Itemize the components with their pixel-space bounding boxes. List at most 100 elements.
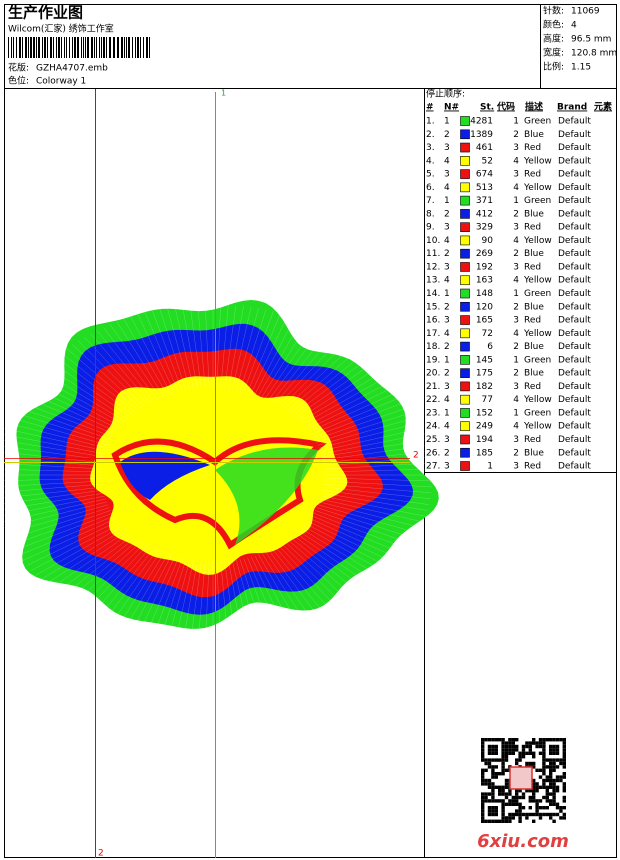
row-number: 19. xyxy=(426,355,440,365)
bar-stripe xyxy=(99,37,100,58)
stitch-hatch xyxy=(254,555,296,634)
qr-module xyxy=(498,758,502,762)
qr-module xyxy=(515,758,519,762)
stitch-hatch xyxy=(145,312,179,393)
qr-module xyxy=(535,789,539,793)
qr-module xyxy=(549,802,553,806)
design-label: 花版: xyxy=(8,62,29,74)
qr-module xyxy=(494,758,498,762)
bar-stripe xyxy=(8,37,9,58)
qr-module xyxy=(515,802,519,806)
brand: Default xyxy=(558,342,591,352)
qr-module xyxy=(518,806,522,810)
qr-module xyxy=(521,792,526,796)
qr-module xyxy=(481,782,485,786)
brand: Default xyxy=(558,170,591,180)
brand: Default xyxy=(558,448,591,458)
qr-module xyxy=(528,806,532,810)
bar-stripe xyxy=(58,37,60,58)
stitch-hatch xyxy=(265,551,317,626)
qr-module xyxy=(525,751,529,755)
stitch-hatch xyxy=(26,384,119,430)
qr-module xyxy=(545,812,549,817)
bar-stripe xyxy=(87,37,89,58)
stitch-hatch xyxy=(258,554,303,631)
row-number: 23. xyxy=(426,408,440,418)
stitch-hatch xyxy=(182,305,198,389)
column-header: 元素 xyxy=(594,101,612,113)
stitch-hatch xyxy=(189,305,202,389)
stitch-hatch xyxy=(55,535,133,594)
qr-module xyxy=(491,751,495,755)
qr-module xyxy=(511,816,515,820)
row-number: 5. xyxy=(426,170,435,180)
row-number: 13. xyxy=(426,276,440,286)
row-number: 4. xyxy=(426,156,435,166)
qr-module xyxy=(532,765,536,769)
needle: 2 xyxy=(444,302,450,312)
column-header: 描述 xyxy=(525,101,543,113)
brand: Default xyxy=(558,130,591,140)
qr-module xyxy=(542,758,546,762)
qr-module xyxy=(494,738,498,742)
qr-module xyxy=(494,819,498,823)
stitch-hatch xyxy=(0,492,104,511)
qr-module xyxy=(559,809,563,813)
qr-module xyxy=(532,789,536,793)
qr-module xyxy=(498,799,502,803)
stitches: 72 xyxy=(482,329,493,339)
stitch-hatch xyxy=(0,480,102,487)
info-value: 96.5 mm xyxy=(571,35,611,45)
stitch-hatch xyxy=(275,546,336,617)
stitch-hatch xyxy=(71,541,142,606)
stitch-hatch xyxy=(275,333,336,404)
bar-stripe xyxy=(109,37,111,58)
stitch-hatch xyxy=(251,314,289,394)
stitch-hatch xyxy=(287,348,360,411)
code: 2 xyxy=(513,209,519,219)
brand: Default xyxy=(558,289,591,299)
stitch-hatch xyxy=(324,462,432,470)
swatch xyxy=(460,434,470,445)
row-number: 21. xyxy=(426,382,440,392)
description: Red xyxy=(524,170,541,180)
column-header: # xyxy=(426,103,434,113)
qr-module xyxy=(487,744,492,749)
row-number: 15. xyxy=(426,302,440,312)
description: Red xyxy=(524,262,541,272)
info-value: 120.8 mm xyxy=(571,49,617,59)
qr-module xyxy=(532,751,536,755)
stitch-hatch xyxy=(284,541,355,606)
stitches: 185 xyxy=(476,448,493,458)
qr-module xyxy=(562,761,566,766)
bar-stripe xyxy=(124,37,125,58)
bar-stripe xyxy=(126,37,127,58)
qr-module xyxy=(498,792,502,796)
qr-module xyxy=(542,768,546,772)
needle: 4 xyxy=(444,422,450,432)
swatch xyxy=(460,288,470,299)
stitch-hatch xyxy=(224,561,237,645)
bar-stripe xyxy=(50,37,52,58)
bar-stripe xyxy=(128,37,130,58)
qr-module xyxy=(535,782,539,786)
stitch-hatch xyxy=(311,515,407,556)
needle: 3 xyxy=(444,382,450,392)
brand: Default xyxy=(558,316,591,326)
bar-stripe xyxy=(72,37,73,58)
needle: 1 xyxy=(444,117,450,127)
qr-module xyxy=(491,772,495,776)
bar-stripe xyxy=(25,37,27,58)
stitch-hatch xyxy=(281,340,349,407)
qr-module xyxy=(528,741,532,745)
qr-module xyxy=(532,755,536,759)
stitch-hatch xyxy=(324,456,432,467)
brand: Default xyxy=(558,355,591,365)
qr-module xyxy=(542,765,546,769)
code: 3 xyxy=(513,143,519,153)
brand: Default xyxy=(558,196,591,206)
qr-module xyxy=(542,755,546,759)
stitch-hatch xyxy=(60,352,136,413)
qr-module xyxy=(501,785,505,789)
brand: Default xyxy=(558,369,591,379)
